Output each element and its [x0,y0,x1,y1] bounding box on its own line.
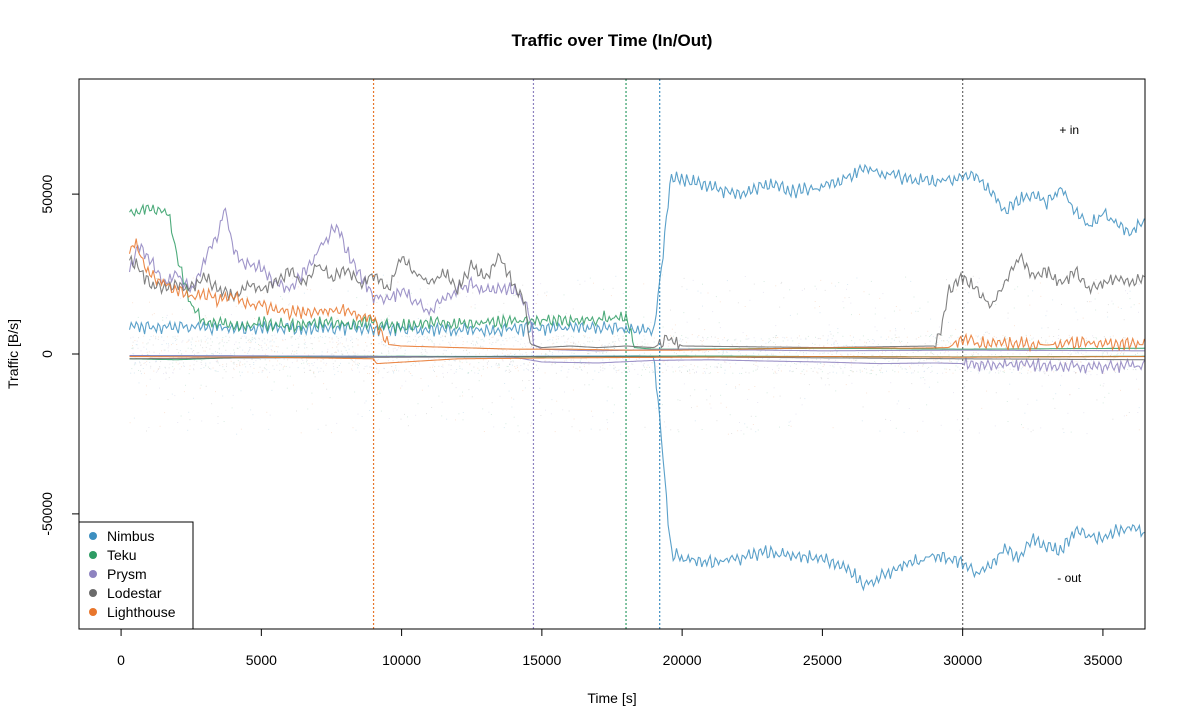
legend-label-teku: Teku [107,547,137,563]
legend-marker-lodestar [89,589,97,597]
series-line-teku-in [129,203,1145,350]
y-tick-label: 0 [39,350,55,358]
y-tick-label: -50000 [39,492,55,536]
x-tick-label: 20000 [663,652,702,668]
series-line-lighthouse-in [128,238,1145,353]
x-axis: 0 5000 10000 15000 20000 25000 30000 35000 [117,628,1123,668]
x-tick-label: 10000 [382,652,421,668]
legend-box [78,521,194,630]
legend: Nimbus Teku Prysm Lodestar Lighthouse [78,521,194,630]
x-tick-label: 25000 [803,652,842,668]
legend-marker-nimbus [89,532,97,540]
point-cloud [129,274,1140,435]
legend-marker-teku [89,551,97,559]
x-tick-label: 0 [117,652,125,668]
legend-label-prysm: Prysm [107,566,147,582]
x-tick-label: 35000 [1083,652,1122,668]
series-line-prysm-out [129,355,1145,374]
x-tick-label: 15000 [522,652,561,668]
series-lines [128,163,1145,592]
legend-label-lighthouse: Lighthouse [107,604,176,620]
x-tick-label: 5000 [246,652,277,668]
series-line-lodestar-in [128,252,1145,351]
legend-label-nimbus: Nimbus [107,528,154,544]
annotations: + in - out [1057,123,1082,585]
legend-marker-lighthouse [89,608,97,616]
series-line-lighthouse-out [129,356,1145,365]
x-tick-label: 30000 [943,652,982,668]
y-tick-label: 50000 [39,174,55,213]
chart-title: Traffic over Time (In/Out) [512,31,713,50]
y-axis-label: Traffic [B/s] [5,319,21,389]
legend-label-lodestar: Lodestar [107,585,162,601]
x-axis-label: Time [s] [587,690,636,706]
annotation-0: + in [1059,123,1079,137]
series-line-nimbus-in [128,163,1145,338]
annotation-1: - out [1057,571,1082,585]
point-cloud-lighthouse [129,276,1140,435]
y-axis: -50000 0 50000 [39,174,79,536]
legend-marker-prysm [89,570,97,578]
